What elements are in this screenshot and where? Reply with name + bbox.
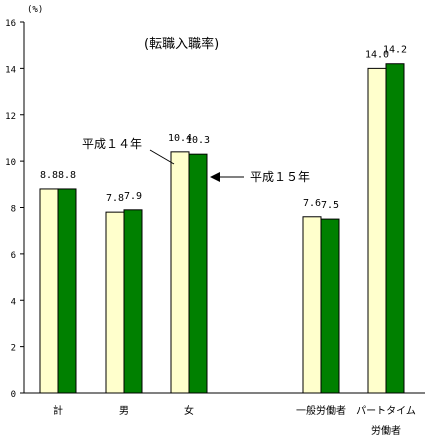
bar-series-1	[367, 67, 387, 394]
axes	[23, 22, 425, 394]
legend-arrow-head	[210, 172, 220, 182]
data-label: 14.2	[383, 45, 407, 56]
y-tick-label: 16	[5, 19, 16, 29]
y-tick-label: 14	[5, 65, 16, 75]
value-labels: 8.8 8.8 7.8 7.9 10.410.3 7.6 7.5 14.014.2	[40, 45, 407, 211]
legend-annotations: 平成１４年 平成１５年	[82, 137, 310, 184]
legend-label-series-1: 平成１４年	[82, 137, 142, 151]
y-tick-label: 10	[5, 158, 16, 168]
bar-series-1	[39, 188, 59, 394]
y-tick-label: 4	[11, 297, 16, 307]
bars	[39, 63, 405, 394]
data-label: 7.8	[106, 193, 124, 204]
legend-label-series-2: 平成１５年	[250, 170, 310, 184]
bar-series-2	[385, 63, 405, 394]
y-tick-label: 6	[11, 251, 16, 261]
data-label: 14.0	[365, 49, 389, 60]
bar-series-2	[320, 218, 340, 394]
y-tick-label: 0	[11, 390, 16, 400]
y-ticks: 0 2 4 6 8 10 12 14 16	[5, 19, 24, 400]
data-label: 7.6	[303, 198, 321, 209]
y-tick-label: 12	[5, 112, 16, 122]
data-label: 8.8	[40, 170, 58, 181]
bar-series-1	[170, 151, 190, 394]
x-tick-labels: 計 男 女 一般労働者 パートタイム労働者	[53, 404, 416, 437]
bar-series-2	[57, 188, 77, 394]
x-tick-label: 計	[53, 404, 63, 417]
data-label: 7.5	[321, 200, 339, 211]
bar-series-1	[105, 211, 125, 394]
y-tick-label: 2	[11, 344, 16, 354]
x-tick-label: 女	[184, 404, 194, 417]
unit-label: (%)	[27, 5, 43, 15]
x-tick-label: 一般労働者	[296, 404, 346, 417]
data-label: 7.9	[124, 191, 142, 202]
data-label: 8.8	[58, 170, 76, 181]
x-tick-label: パートタイム労働者	[356, 405, 416, 437]
data-label: 10.4	[168, 133, 192, 144]
data-label: 10.3	[186, 135, 210, 146]
bar-series-2	[123, 209, 143, 394]
chart-title: (転職入職率)	[144, 36, 219, 52]
legend-leader-line	[149, 149, 175, 165]
bar-series-1	[302, 216, 322, 394]
x-tick-label: 男	[119, 405, 129, 417]
y-tick-label: 8	[11, 205, 16, 215]
bar-series-2	[188, 153, 208, 394]
